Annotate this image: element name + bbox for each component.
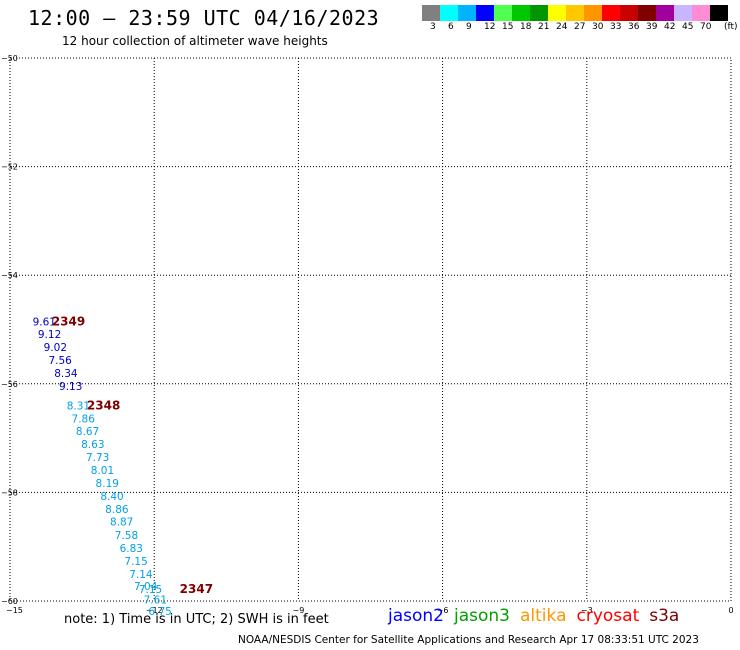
credit-line: NOAA/NESDIS Center for Satellite Applica… [238,634,699,646]
colorbar-swatch [548,5,566,21]
colorbar-label: 9 [466,22,472,32]
wave-height-label: 8.40 [100,491,123,503]
colorbar-swatch [638,5,656,21]
colorbar-swatch [422,5,440,21]
colorbar-label: 30 [592,22,604,32]
wave-height-label: 7.73 [86,452,109,464]
y-tick-label: −54 [1,271,18,280]
satellite-s3a: s3a [649,606,680,626]
colorbar-swatch [440,5,458,21]
wave-height-label: 7.56 [48,355,72,367]
colorbar-label: 39 [646,22,658,32]
plot-frame [9,57,732,602]
colorbar-swatch [602,5,620,21]
colorbar-label: 12 [484,22,496,32]
y-tick-label: −52 [1,163,18,172]
x-tick-label: −3 [581,606,593,615]
page-title: 12:00 — 23:59 UTC 04/16/2023 [28,6,380,30]
colorbar-label: 6 [448,22,454,32]
colorbar-label: 42 [664,22,676,32]
colorbar-label: 15 [502,22,514,32]
colorbar-labels: 3 6 9 12 15 18 21 24 27 30 33 36 39 42 45 70 (ft) [422,22,738,34]
wave-height-label: 9.61 [33,316,56,328]
wave-height-colorbar [422,5,728,21]
wave-height-label: 9.02 [44,342,67,354]
time-annotation: 2349 [52,314,85,328]
x-tick-label: −15 [6,606,23,615]
wave-height-label: 8.19 [96,478,119,490]
colorbar-label: 3 [430,22,436,32]
time-annotation: 2347 [180,582,213,596]
colorbar-swatch [674,5,692,21]
wave-height-label: 7.14 [129,569,153,581]
time-annotation: 2348 [87,399,120,413]
colorbar-swatch [512,5,530,21]
wave-height-label: 7.15 [139,584,162,596]
y-tick-label: −58 [1,488,18,497]
colorbar-swatch [458,5,476,21]
x-tick-label: −6 [437,606,449,615]
wave-height-label: 6.75 [148,606,171,618]
units-note: note: 1) Time is in UTC; 2) SWH is in fe… [64,612,329,627]
colorbar-label: 33 [610,22,622,32]
colorbar-label: 24 [556,22,568,32]
wave-height-label: 8.31 [67,401,90,413]
satellite-altika: altika [520,606,567,626]
x-tick-label: 0 [728,606,733,615]
wave-height-label: 6.83 [120,543,143,555]
colorbar-swatch [494,5,512,21]
satellite-cryosat: cryosat [576,606,640,626]
wave-height-label: 7.58 [115,530,138,542]
colorbar-label: 45 [682,22,694,32]
wave-height-label: 7.86 [72,414,96,426]
colorbar-swatch [566,5,584,21]
wave-height-label: 8.67 [76,426,99,438]
colorbar-swatch [476,5,494,21]
colorbar-swatch [620,5,638,21]
y-tick-label: −56 [1,380,18,389]
wave-height-label: 7.15 [124,556,147,568]
colorbar-label: 27 [574,22,586,32]
colorbar-swatch [656,5,674,21]
colorbar-label: (ft) [724,22,738,32]
wave-height-label: 7.61 [144,594,167,606]
y-tick-label: −50 [1,54,18,63]
page-subtitle: 12 hour collection of altimeter wave hei… [62,34,328,48]
wave-height-label: 9.12 [38,329,61,341]
colorbar-swatch [584,5,602,21]
wave-height-label: 9.13 [59,381,82,393]
satellite-jason3: jason3 [454,606,510,626]
colorbar-swatch [530,5,548,21]
x-tick-label: −9 [293,606,305,615]
wave-height-label: 8.01 [91,465,114,477]
y-tick-label: −60 [1,597,18,606]
colorbar-swatch [692,5,710,21]
wave-height-label: 8.63 [81,439,104,451]
colorbar-label: 21 [538,22,550,32]
colorbar-label: 36 [628,22,640,32]
wave-height-label: 7.04 [134,581,158,593]
colorbar-swatch [710,5,728,21]
wave-height-label: 8.87 [110,517,133,529]
wave-height-label: 8.34 [54,368,78,380]
colorbar-label: 70 [700,22,712,32]
satellite-legend: jason2 jason3 altika cryosat s3a [388,606,689,626]
wave-height-label: 8.86 [105,504,129,516]
x-tick-label: −12 [146,606,163,615]
colorbar-label: 18 [520,22,532,32]
satellite-jason2: jason2 [388,606,444,626]
